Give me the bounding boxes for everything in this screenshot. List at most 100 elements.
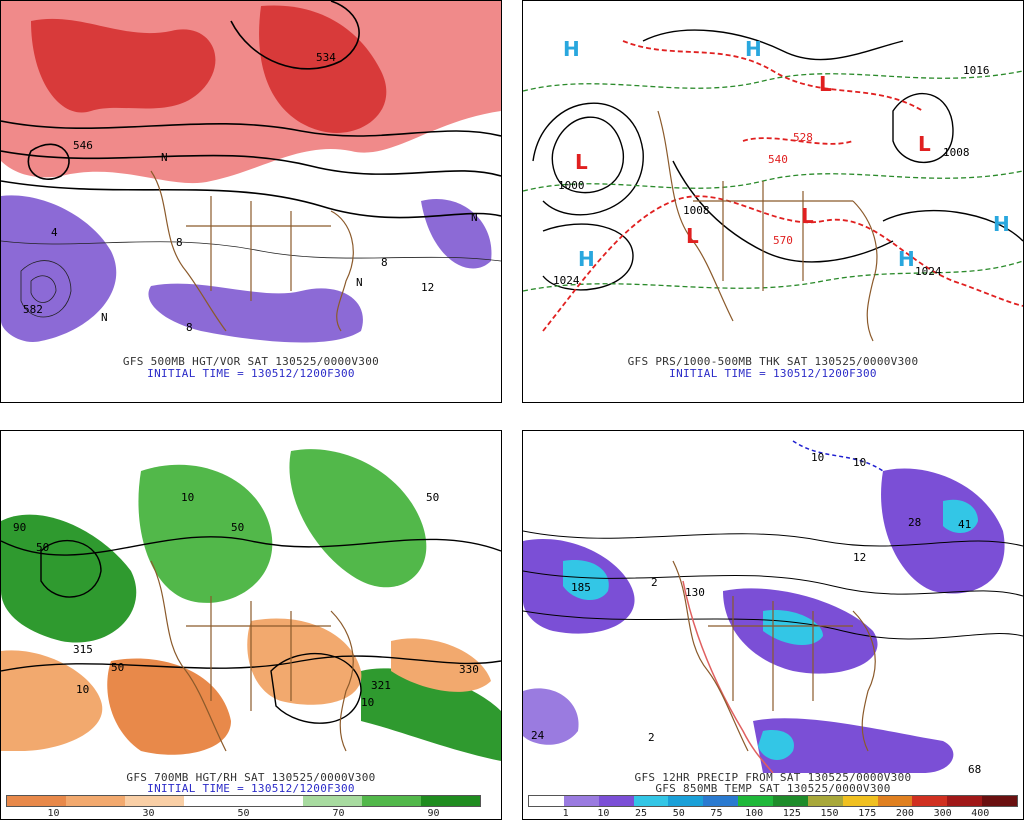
map-label: 41 bbox=[958, 518, 971, 531]
colorbar-swatch bbox=[184, 796, 244, 806]
coastline-east bbox=[330, 210, 354, 332]
colorbar-tick-label: 30 bbox=[142, 808, 155, 819]
map-label: 1024 bbox=[553, 274, 580, 287]
map-label: 1008 bbox=[943, 146, 970, 159]
map-label: 28 bbox=[908, 516, 921, 529]
colorbar-tick-label: 10 bbox=[47, 808, 60, 819]
high-pressure-label: H bbox=[993, 212, 1010, 236]
colorbar-swatch bbox=[243, 796, 303, 806]
rh-colorbar: 10 30 50 70 90 bbox=[6, 795, 481, 819]
map-label: 12 bbox=[421, 281, 434, 294]
colorbar-swatch bbox=[703, 796, 739, 806]
colorbar-swatch bbox=[668, 796, 704, 806]
map-label: N bbox=[101, 311, 108, 324]
map-label: 24 bbox=[531, 729, 545, 742]
rh-colorbar-swatches bbox=[6, 795, 481, 807]
colorbar-swatch bbox=[302, 796, 362, 806]
colorbar-tick-label: 10 bbox=[597, 808, 610, 819]
map-500mb: 546 534 582 N N N 4 8 8 12 N 8 bbox=[1, 1, 501, 356]
map-label: N bbox=[471, 211, 478, 224]
map-label: 2 bbox=[651, 576, 658, 589]
high-pressure-label: H bbox=[578, 247, 595, 271]
colorbar-tick-label: 175 bbox=[858, 808, 877, 819]
panel-subtitle: INITIAL TIME = 130512/1200F300 bbox=[147, 782, 355, 795]
map-label: 130 bbox=[685, 586, 705, 599]
precip-area-cyan bbox=[563, 560, 609, 601]
panel-precip-850-temp: 185 130 24 2 2 41 28 12 68 10 10 GFS 12H… bbox=[522, 430, 1024, 820]
map-label: 12 bbox=[853, 551, 866, 564]
colorbar-swatch bbox=[66, 796, 126, 806]
panel-title: GFS PRS/1000-500MB THK SAT 130525/0000V3… bbox=[627, 355, 919, 368]
map-label: 50 bbox=[111, 661, 124, 674]
map-label: 582 bbox=[23, 303, 43, 316]
map-label: 90 bbox=[13, 521, 26, 534]
map-label: 8 bbox=[381, 256, 388, 269]
panel-prs-thk: H H H H H L L L L L 1024 1024 1016 1008 … bbox=[522, 0, 1024, 403]
colorbar-swatch bbox=[982, 796, 1018, 806]
map-label: 68 bbox=[968, 763, 981, 773]
colorbar-tick-label: 1 bbox=[562, 808, 569, 819]
vorticity-area-purple bbox=[1, 195, 117, 342]
precip-colorbar: 1 10 25 50 75 100 125 150 175 200 300 400 bbox=[528, 795, 1018, 819]
panel-title: GFS 700MB HGT/RH SAT 130525/0000V300 bbox=[126, 771, 376, 784]
map-label: 10 bbox=[853, 456, 866, 469]
map-label: 2 bbox=[648, 731, 655, 744]
map-label: N bbox=[356, 276, 363, 289]
colorbar-tick-label: 50 bbox=[672, 808, 685, 819]
colorbar-tick-label: 150 bbox=[820, 808, 839, 819]
panel-subtitle: INITIAL TIME = 130512/1200F300 bbox=[669, 367, 877, 380]
map-label: 8 bbox=[186, 321, 193, 334]
panel-title: GFS 12HR PRECIP FROM SAT 130525/0000V300 bbox=[634, 771, 912, 784]
coastline-west bbox=[150, 170, 227, 332]
low-pressure-label: L bbox=[575, 150, 588, 174]
humidity-area-green bbox=[1, 514, 137, 643]
map-label: 10 bbox=[361, 696, 374, 709]
rh-colorbar-ticks: 10 30 50 70 90 bbox=[6, 807, 481, 819]
map-precip: 185 130 24 2 2 41 28 12 68 10 10 bbox=[523, 431, 1023, 773]
colorbar-tick-label: 70 bbox=[332, 808, 345, 819]
colorbar-swatch bbox=[420, 796, 480, 806]
colorbar-swatch bbox=[912, 796, 948, 806]
low-pressure-label: L bbox=[819, 72, 832, 96]
map-label: 330 bbox=[459, 663, 479, 676]
panel-title: GFS 500MB HGT/VOR SAT 130525/0000V300 bbox=[122, 355, 380, 368]
high-pressure-label: H bbox=[745, 37, 762, 61]
colorbar-swatch bbox=[598, 796, 634, 806]
map-label: 546 bbox=[73, 139, 93, 152]
panel-subtitle: GFS 850MB TEMP SAT 130525/0000V300 bbox=[655, 782, 891, 795]
low-pressure-label: L bbox=[918, 132, 931, 156]
map-label: 321 bbox=[371, 679, 391, 692]
panel-subtitle: INITIAL TIME = 130512/1200F300 bbox=[147, 367, 355, 380]
panel-700mb-hgt-rh: 50 50 50 10 10 90 315 321 330 50 10 GFS … bbox=[0, 430, 502, 820]
colorbar-tick-label: 300 bbox=[933, 808, 952, 819]
map-label: 1000 bbox=[558, 179, 585, 192]
thickness-label: 570 bbox=[773, 234, 793, 247]
panel-500mb-hgt-vor: 546 534 582 N N N 4 8 8 12 N 8 GFS 500MB… bbox=[0, 0, 502, 403]
map-label: 10 bbox=[76, 683, 89, 696]
map-label: 50 bbox=[426, 491, 439, 504]
colorbar-tick-label: 400 bbox=[971, 808, 990, 819]
map-label: 50 bbox=[36, 541, 49, 554]
colorbar-tick-label: 100 bbox=[745, 808, 764, 819]
colorbar-swatch bbox=[563, 796, 599, 806]
map-label: 50 bbox=[231, 521, 244, 534]
map-label: 10 bbox=[811, 451, 824, 464]
colorbar-swatch bbox=[633, 796, 669, 806]
colorbar-tick-label: 90 bbox=[427, 808, 440, 819]
colorbar-swatch bbox=[947, 796, 983, 806]
map-label: 534 bbox=[316, 51, 336, 64]
map-label: 315 bbox=[73, 643, 93, 656]
colorbar-tick-label: 75 bbox=[710, 808, 723, 819]
high-pressure-label: H bbox=[563, 37, 580, 61]
colorbar-swatch bbox=[877, 796, 913, 806]
colorbar-swatch bbox=[7, 796, 67, 806]
colorbar-swatch bbox=[807, 796, 843, 806]
precip-colorbar-swatches bbox=[528, 795, 1018, 807]
low-pressure-label: L bbox=[801, 204, 814, 228]
map-label: 185 bbox=[571, 581, 591, 594]
colorbar-swatch bbox=[361, 796, 421, 806]
map-label: 1024 bbox=[915, 265, 942, 278]
humidity-area-orange bbox=[1, 650, 103, 751]
map-label: 1016 bbox=[963, 64, 990, 77]
map-label: 10 bbox=[181, 491, 194, 504]
